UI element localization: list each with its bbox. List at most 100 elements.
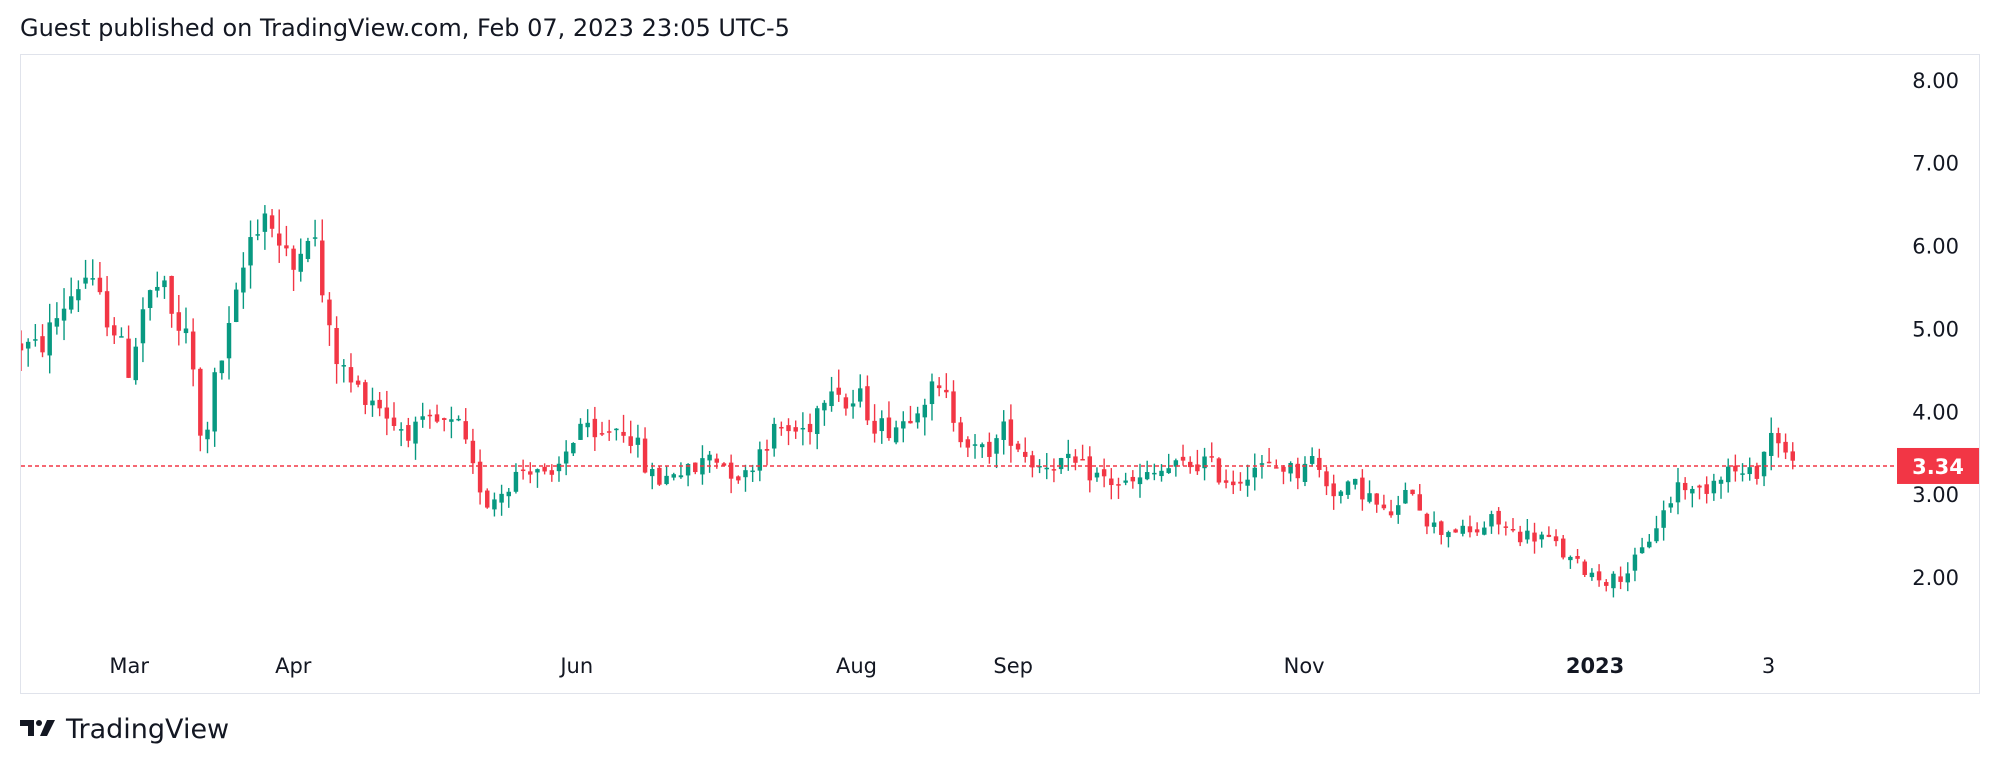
candle-body <box>1396 505 1401 515</box>
x-tick-label: Jun <box>558 654 593 678</box>
candle <box>1539 531 1544 548</box>
candle-body <box>1173 460 1179 467</box>
candle-body <box>1152 472 1157 475</box>
candle <box>1396 495 1401 524</box>
axis-layer: 8.00 7.00 6.00 5.00 4.00 3.00 2.00 Mar Apr Jun Aug… <box>109 69 1959 678</box>
candle <box>1611 571 1616 598</box>
candle-body <box>714 458 720 463</box>
candle-body <box>470 440 476 464</box>
candle <box>1130 470 1136 489</box>
candle-body <box>1209 456 1214 458</box>
candle-body <box>1202 456 1207 469</box>
candle-body <box>1733 465 1738 472</box>
candle <box>578 418 583 441</box>
candle-body <box>1424 513 1430 527</box>
footer[interactable]: TradingView <box>20 714 229 745</box>
candle-body <box>1431 522 1437 527</box>
candle <box>822 400 827 426</box>
candle-body <box>205 429 210 440</box>
candle-body <box>1560 538 1566 558</box>
candle-body <box>1144 472 1150 480</box>
candle-body <box>370 400 375 406</box>
candle-body <box>829 391 834 407</box>
candle <box>879 410 884 444</box>
price-chart[interactable]: 3.34 8.00 7.00 6.00 5.00 4.00 3.00 2.00 Mar Apr J… <box>21 55 1979 693</box>
candle <box>477 449 483 505</box>
candle <box>1725 458 1731 493</box>
candle <box>434 404 440 424</box>
candle-body <box>190 331 196 370</box>
candle-body <box>485 490 490 508</box>
candle <box>693 462 698 475</box>
candle-body <box>1769 432 1774 456</box>
candle <box>1058 457 1064 474</box>
candle-body <box>549 470 555 475</box>
candle-body <box>1058 458 1064 470</box>
candle-body <box>1195 464 1200 472</box>
candle <box>1625 562 1630 592</box>
candle <box>951 380 956 432</box>
candle <box>1489 510 1494 534</box>
candle <box>635 424 641 458</box>
candle-body <box>40 336 45 353</box>
candle <box>592 406 598 451</box>
candle <box>1647 534 1652 549</box>
candle-body <box>642 438 648 473</box>
candle <box>621 414 626 443</box>
candle-body <box>1180 456 1186 461</box>
candle-body <box>1245 479 1250 486</box>
candle-body <box>922 404 928 418</box>
candle <box>1654 515 1659 544</box>
candle <box>291 245 296 292</box>
candle <box>513 463 519 494</box>
candle <box>1460 519 1466 537</box>
candle <box>563 440 569 476</box>
candle-body <box>248 237 253 266</box>
candle <box>97 262 103 295</box>
candle-body <box>1539 534 1544 540</box>
candle <box>1467 515 1473 538</box>
candle-body <box>126 338 131 378</box>
candle-body <box>47 322 52 356</box>
candle <box>958 416 963 448</box>
candle <box>1223 469 1229 489</box>
candle-body <box>929 381 935 405</box>
candle-body <box>1274 467 1279 469</box>
candle <box>1245 464 1250 497</box>
candle-body <box>728 462 734 479</box>
candle-body <box>965 439 971 448</box>
candle <box>1123 472 1128 486</box>
candle-body <box>614 428 619 431</box>
candle-body <box>169 275 174 314</box>
candle-body <box>1647 541 1652 548</box>
x-tick-label: Mar <box>109 654 149 678</box>
chart-frame[interactable]: 3.34 8.00 7.00 6.00 5.00 4.00 3.00 2.00 Mar Apr J… <box>20 54 1980 694</box>
candle <box>119 327 124 338</box>
candle-body <box>1109 478 1114 486</box>
candle <box>68 277 74 314</box>
candle-body <box>987 441 992 457</box>
candle-body <box>1754 465 1760 479</box>
candle-body <box>850 403 856 407</box>
candle <box>1152 463 1157 481</box>
candle-body <box>886 417 892 439</box>
candle <box>571 442 576 457</box>
candle <box>133 337 138 385</box>
candle-body <box>1668 503 1674 508</box>
publish-header: Guest published on TradingView.com, Feb … <box>20 14 790 42</box>
candle-body <box>1625 573 1630 583</box>
candle <box>1525 519 1530 544</box>
candle <box>1517 525 1523 547</box>
candle-body <box>1238 481 1243 484</box>
candle <box>1546 526 1552 538</box>
candle <box>678 462 684 479</box>
candle-body <box>355 380 361 385</box>
candle <box>413 416 418 460</box>
candle-body <box>1360 477 1365 500</box>
candle-body <box>1711 480 1717 494</box>
candle-body <box>334 328 339 365</box>
candle-body <box>1388 511 1394 516</box>
candle-body <box>341 365 347 367</box>
candle <box>922 398 928 436</box>
candle-body <box>1474 529 1480 533</box>
